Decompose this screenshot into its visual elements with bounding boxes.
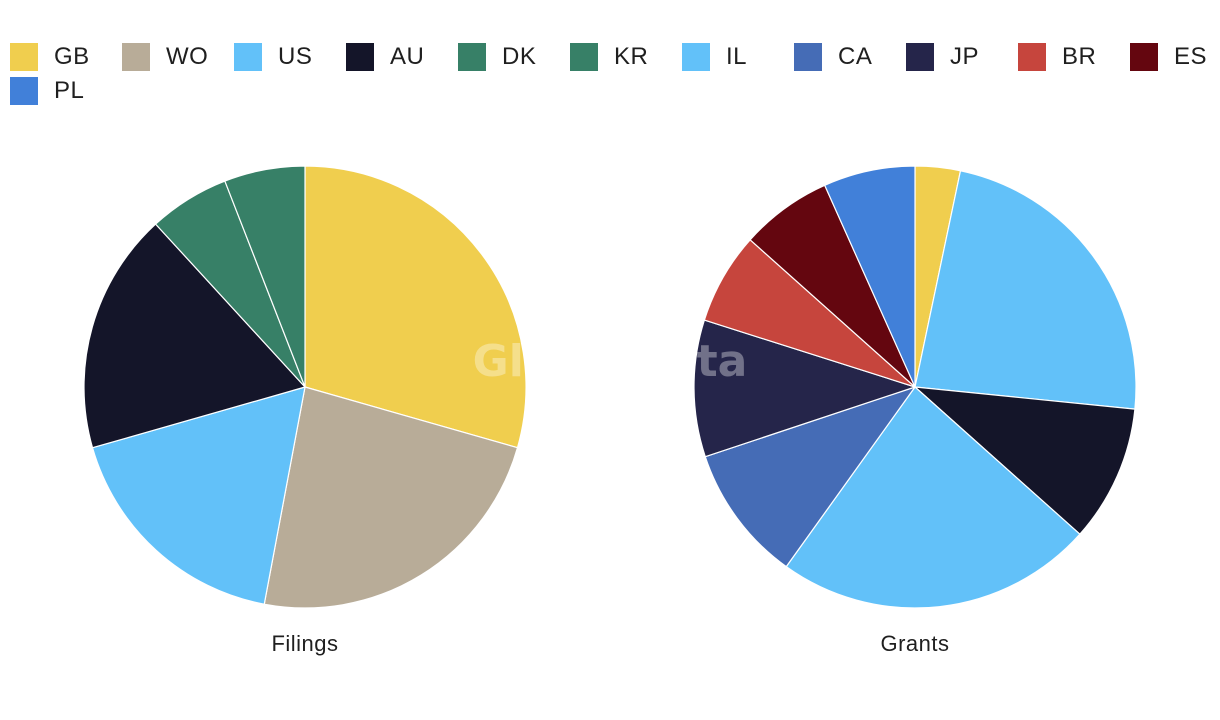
filings-slice-gb bbox=[304, 165, 527, 449]
legend-label: AU bbox=[390, 43, 425, 70]
grants-slice-au bbox=[914, 386, 1136, 535]
legend-item-es: ES bbox=[1130, 40, 1207, 74]
legend-swatch bbox=[122, 43, 150, 71]
filings-slice-kr bbox=[224, 165, 306, 388]
legend-item-gb: GB bbox=[10, 40, 90, 74]
legend-label: IL bbox=[726, 43, 748, 70]
grants-slice-ca bbox=[704, 386, 916, 568]
legend-item-ca: CA bbox=[794, 40, 872, 74]
grants-slice-jp bbox=[693, 319, 916, 458]
grants-pie bbox=[693, 165, 1137, 609]
filings-pie bbox=[83, 165, 527, 609]
legend-label: US bbox=[278, 43, 313, 70]
legend-label: WO bbox=[166, 43, 209, 70]
legend-swatch bbox=[906, 43, 934, 71]
filings-slice-au bbox=[83, 223, 306, 449]
grants-slice-us bbox=[914, 170, 1137, 410]
legend-label: DK bbox=[502, 43, 537, 70]
filings-slice-wo bbox=[263, 386, 519, 609]
legend-label: GB bbox=[54, 43, 90, 70]
legend-label: CA bbox=[838, 43, 873, 70]
legend-swatch bbox=[682, 43, 710, 71]
grants-slice-il bbox=[785, 386, 1081, 609]
legend-item-dk: DK bbox=[458, 40, 536, 74]
legend-swatch bbox=[458, 43, 486, 71]
grants-title: Grants bbox=[880, 631, 949, 656]
legend-swatch bbox=[10, 77, 38, 105]
legend-label: JP bbox=[950, 43, 980, 70]
legend-swatch bbox=[10, 43, 38, 71]
legend-swatch bbox=[794, 43, 822, 71]
legend-item-us: US bbox=[234, 40, 312, 74]
legend-swatch bbox=[346, 43, 374, 71]
legend-label: ES bbox=[1174, 43, 1208, 70]
legend-label: BR bbox=[1062, 43, 1097, 70]
watermark-text: GlobalData bbox=[473, 336, 748, 387]
legend-item-au: AU bbox=[346, 40, 424, 74]
legend-item-jp: JP bbox=[906, 40, 979, 74]
legend-item-pl: PL bbox=[10, 74, 84, 108]
legend-swatch bbox=[234, 43, 262, 71]
legend-swatch bbox=[1018, 43, 1046, 71]
legend-item-br: BR bbox=[1018, 40, 1096, 74]
legend-label: PL bbox=[54, 77, 85, 104]
legend-item-il: IL bbox=[682, 40, 747, 74]
legend-item-wo: WO bbox=[122, 40, 208, 74]
legend-label: KR bbox=[614, 43, 649, 70]
filings-slice-us bbox=[91, 386, 306, 605]
legend-item-kr: KR bbox=[570, 40, 648, 74]
filings-title: Filings bbox=[271, 631, 338, 656]
grants-slice-pl bbox=[824, 165, 916, 388]
legend-swatch bbox=[570, 43, 598, 71]
legend-swatch bbox=[1130, 43, 1158, 71]
